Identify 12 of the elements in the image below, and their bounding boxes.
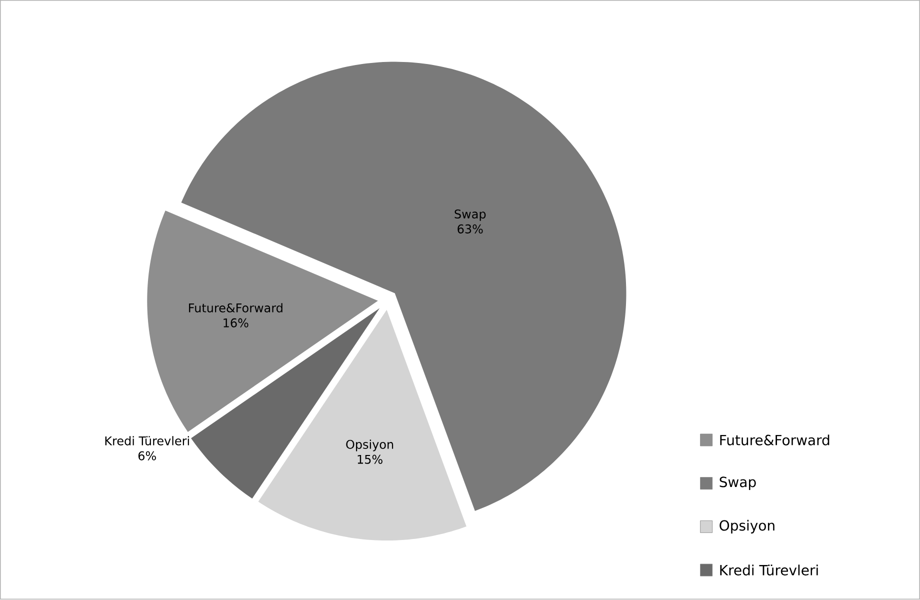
slice-label: Swap [454, 210, 486, 222]
slice-label: Opsiyon [346, 440, 394, 452]
legend-label: Kredi Türevleri [720, 564, 818, 576]
data-label: 63% [458, 224, 483, 234]
legend-label: Opsiyon [720, 520, 774, 534]
legend-label: Future&Forward [720, 434, 830, 446]
data-label: 15% [358, 455, 382, 464]
slice-label: Kredi Türevleri [105, 436, 189, 446]
data-label: 16% [224, 318, 248, 328]
legend-label: Swap [720, 476, 756, 490]
slice-label: Future&Forward [189, 303, 282, 313]
data-label: 6% [138, 451, 156, 461]
